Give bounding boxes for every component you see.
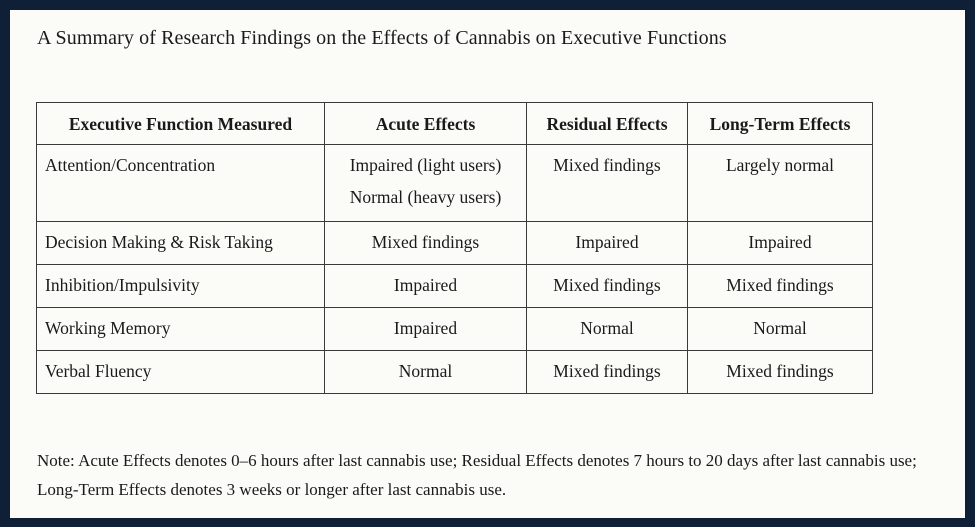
residual-cell: Impaired: [526, 221, 688, 265]
long-term-cell: Normal: [687, 307, 873, 351]
function-cell: Attention/Concentration: [36, 144, 325, 222]
acute-cell-line: Normal (heavy users): [349, 187, 502, 207]
document-frame: A Summary of Research Findings on the Ef…: [10, 10, 965, 518]
long-term-cell: Mixed findings: [687, 350, 873, 394]
acute-cell: Impaired (light users) Normal (heavy use…: [324, 144, 527, 222]
acute-cell-line: Impaired (light users): [349, 155, 502, 175]
function-cell: Working Memory: [36, 307, 325, 351]
table-row: Decision Making & Risk Taking Mixed find…: [36, 221, 873, 265]
function-cell: Verbal Fluency: [36, 350, 325, 394]
acute-cell: Normal: [324, 350, 527, 394]
table-note: Note: Acute Effects denotes 0–6 hours af…: [37, 451, 917, 499]
function-cell: Inhibition/Impulsivity: [36, 264, 325, 308]
table-row: Attention/Concentration Impaired (light …: [36, 144, 873, 222]
residual-cell: Mixed findings: [526, 144, 688, 222]
function-cell: Decision Making & Risk Taking: [36, 221, 325, 265]
table-header-row: Executive Function Measured Acute Effect…: [36, 102, 873, 145]
long-term-cell: Largely normal: [687, 144, 873, 222]
residual-cell: Normal: [526, 307, 688, 351]
table-row: Working Memory Impaired Normal Normal: [36, 307, 873, 351]
residual-cell: Mixed findings: [526, 264, 688, 308]
column-header-long-term: Long-Term Effects: [687, 102, 873, 145]
residual-cell: Mixed findings: [526, 350, 688, 394]
table-row: Verbal Fluency Normal Mixed findings Mix…: [36, 350, 873, 394]
table-row: Inhibition/Impulsivity Impaired Mixed fi…: [36, 264, 873, 308]
acute-cell: Impaired: [324, 264, 527, 308]
column-header-function: Executive Function Measured: [36, 102, 325, 145]
findings-table: Executive Function Measured Acute Effect…: [36, 102, 873, 394]
document-title: A Summary of Research Findings on the Ef…: [37, 27, 727, 49]
long-term-cell: Impaired: [687, 221, 873, 265]
long-term-cell: Mixed findings: [687, 264, 873, 308]
acute-cell: Impaired: [324, 307, 527, 351]
acute-cell: Mixed findings: [324, 221, 527, 265]
column-header-acute: Acute Effects: [324, 102, 527, 145]
column-header-residual: Residual Effects: [526, 102, 688, 145]
